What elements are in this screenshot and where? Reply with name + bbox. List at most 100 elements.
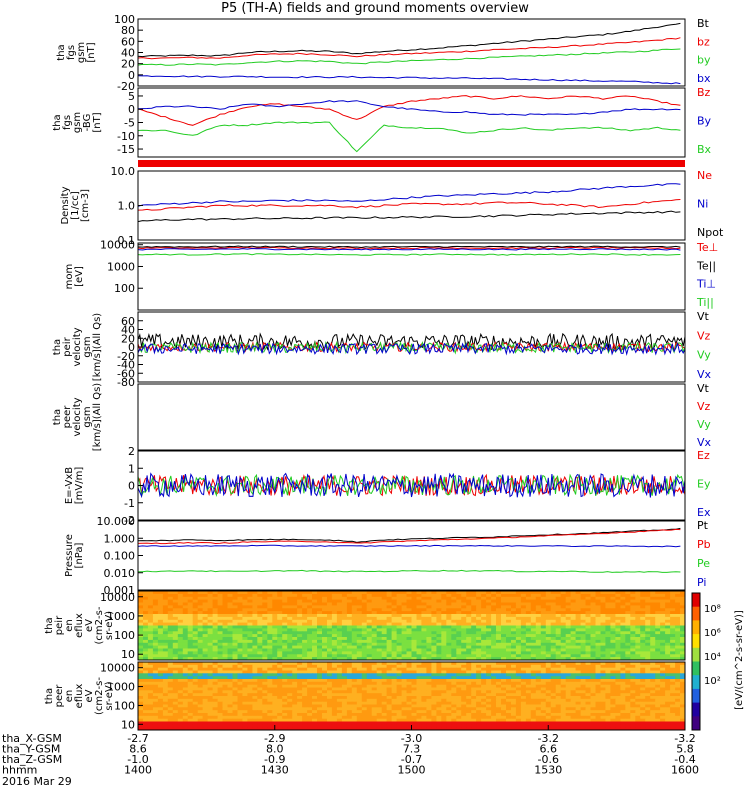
heatmap-cell	[177, 631, 184, 635]
heatmap-cell	[361, 642, 368, 647]
heatmap-cell	[511, 628, 517, 632]
heatmap-cell	[590, 657, 596, 661]
heatmap-cell	[496, 605, 502, 609]
heatmap-cell	[436, 670, 442, 674]
heatmap-cell	[192, 611, 199, 615]
heatmap-cell	[585, 667, 591, 671]
heatmap-cell	[227, 634, 233, 638]
heatmap-cell	[247, 625, 253, 629]
heatmap-cell	[197, 593, 204, 598]
heatmap-cell	[446, 651, 452, 655]
heatmap-cell	[416, 654, 422, 658]
heatmap-cell	[575, 639, 581, 644]
heatmap-cell	[481, 662, 487, 666]
heatmap-cell	[481, 634, 487, 638]
heatmap-cell	[262, 639, 268, 644]
heatmap-cell	[411, 687, 417, 691]
heatmap-cell	[436, 599, 442, 603]
heatmap-cell	[177, 654, 184, 658]
heatmap-cell	[177, 622, 184, 626]
heatmap-cell	[660, 625, 666, 629]
heatmap-cell	[540, 670, 547, 674]
heatmap-cell	[152, 593, 159, 598]
heatmap-cell	[197, 619, 204, 624]
heatmap-cell	[411, 591, 417, 595]
heatmap-cell	[630, 684, 636, 688]
heatmap-cell	[481, 628, 487, 632]
heatmap-cell	[610, 713, 616, 717]
heatmap-cell	[660, 608, 666, 612]
heatmap-cell	[456, 679, 462, 683]
heatmap-cell	[481, 614, 487, 618]
heatmap-cell	[267, 622, 273, 626]
heatmap-cell	[476, 616, 482, 621]
heatmap-cell	[327, 614, 333, 618]
heatmap-cell	[322, 664, 328, 668]
heatmap-cell	[401, 664, 407, 668]
heatmap-cell	[307, 670, 313, 674]
heatmap-cell	[272, 664, 278, 668]
heatmap-cell	[635, 593, 641, 598]
heatmap-cell	[585, 642, 591, 647]
heatmap-cell	[491, 676, 497, 680]
heatmap-cell	[515, 664, 522, 668]
heatmap-cell	[496, 608, 502, 612]
heatmap-cell	[282, 684, 288, 688]
heatmap-cell	[202, 657, 208, 661]
heatmap-cell	[327, 596, 333, 601]
heatmap-cell	[247, 608, 253, 612]
heatmap-cell	[655, 637, 661, 641]
heatmap-cell	[461, 667, 467, 671]
heatmap-cell	[680, 628, 686, 632]
heatmap-cell	[575, 696, 581, 700]
heatmap-cell	[252, 634, 258, 638]
heatmap-cell	[232, 654, 238, 658]
series-line-pb	[137, 528, 681, 545]
heatmap-cell	[147, 670, 154, 674]
heatmap-cell	[590, 667, 596, 671]
heatmap-cell	[605, 684, 611, 688]
heatmap-cell	[147, 679, 154, 683]
heatmap-cell	[143, 673, 149, 677]
heatmap-cell	[580, 696, 586, 700]
heatmap-cell	[247, 596, 253, 601]
heatmap-cell	[327, 704, 333, 708]
heatmap-cell	[520, 662, 527, 666]
heatmap-cell	[650, 701, 656, 705]
heatmap-cell	[515, 596, 522, 601]
heatmap-cell	[580, 591, 586, 595]
heatmap-cell	[605, 696, 611, 700]
heatmap-cell	[307, 625, 313, 629]
heatmap-cell	[461, 616, 467, 621]
heatmap-cell	[590, 698, 596, 702]
heatmap-cell	[322, 673, 328, 677]
heatmap-cell	[292, 608, 298, 612]
heatmap-cell	[242, 654, 248, 658]
heatmap-cell	[322, 662, 328, 666]
heatmap-cell	[436, 698, 442, 702]
heatmap-cell	[297, 673, 303, 677]
y-tick-label: 20	[121, 332, 135, 345]
heatmap-cell	[212, 637, 218, 641]
heatmap-cell	[172, 608, 179, 612]
heatmap-cell	[466, 651, 472, 655]
heatmap-cell	[491, 704, 497, 708]
heatmap-cell	[292, 657, 298, 661]
heatmap-cell	[232, 637, 238, 641]
heatmap-cell	[187, 599, 194, 603]
heatmap-cell	[147, 648, 154, 652]
heatmap-cell	[207, 593, 213, 598]
heatmap-cell	[361, 693, 368, 697]
heatmap-cell	[138, 611, 144, 615]
heatmap-cell	[252, 611, 258, 615]
heatmap-cell	[660, 693, 666, 697]
heatmap-cell	[431, 679, 437, 683]
heatmap-cell	[635, 662, 641, 666]
heatmap-cell	[635, 670, 641, 674]
heatmap-cell	[331, 696, 338, 700]
heatmap-cell	[272, 713, 278, 717]
heatmap-cell	[217, 679, 223, 683]
heatmap-cell	[381, 693, 388, 697]
heatmap-cell	[481, 698, 487, 702]
heatmap-cell	[645, 628, 651, 632]
